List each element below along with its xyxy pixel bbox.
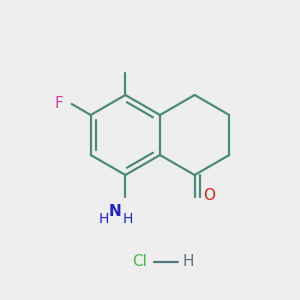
Text: H: H [122, 212, 133, 226]
Text: H: H [182, 254, 194, 269]
Text: N: N [109, 205, 122, 220]
Text: F: F [54, 97, 63, 112]
Text: Cl: Cl [133, 254, 147, 269]
Text: O: O [202, 188, 214, 203]
Text: H: H [98, 212, 109, 226]
